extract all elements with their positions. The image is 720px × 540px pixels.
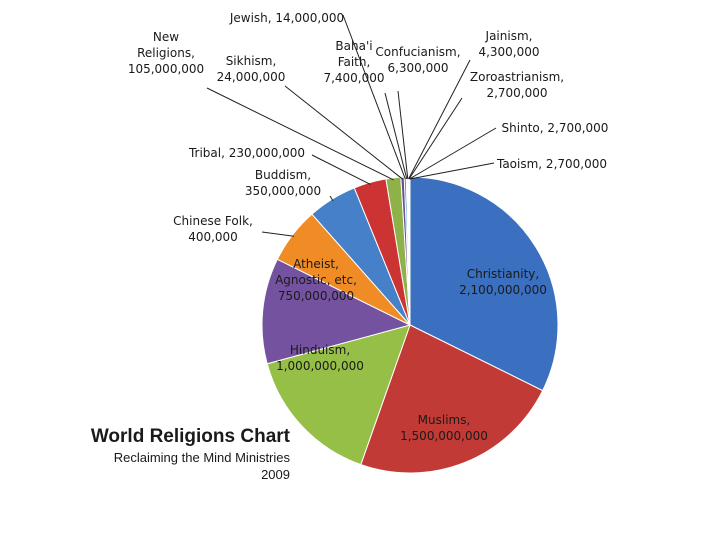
leader-lines (206, 14, 497, 237)
chart-title-block: World Religions Chart Reclaiming the Min… (91, 425, 290, 483)
slice-label-atheist-agnostic-etc: Atheist, Agnostic, etc, 750,000,000 (275, 257, 357, 303)
leader-line-buddhism (329, 195, 334, 202)
leader-line-zoroastrianism (408, 97, 463, 180)
slice-label-new-religions: New Religions, 105,000,000 (128, 30, 204, 76)
slice-label-jewish: Jewish, 14,000,000 (229, 11, 344, 25)
leader-line-baha-i-faith (384, 92, 408, 180)
pie-slice-atheist-agnostic-etc (261, 258, 412, 365)
pie-slice-christianity (409, 176, 559, 392)
chart-year: 2009 (261, 467, 290, 482)
slice-labels: Christianity, 2,100,000,000 Muslims, 1,500,… (128, 11, 609, 443)
slice-label-muslims: Muslims, 1,500,000,000 (400, 413, 488, 443)
pie-slice-muslims (360, 324, 544, 474)
pie-slice-hinduism (266, 324, 411, 466)
leader-line-jainism (408, 59, 471, 180)
leader-line-confucianism (397, 90, 409, 180)
leader-line-shinto (409, 127, 497, 180)
leader-line-new-religions (206, 87, 394, 181)
chart-subtitle: Reclaiming the Mind Ministries (113, 450, 290, 465)
slice-label-hinduism: Hinduism, 1,000,000,000 (276, 343, 364, 373)
slice-label-confucianism: Confucianism, 6,300,000 (375, 45, 460, 75)
slice-label-buddhism: Buddism, 350,000,000 (245, 168, 321, 198)
slice-label-shinto: Shinto, 2,700,000 (502, 121, 609, 135)
leader-line-tribal (311, 154, 371, 185)
leader-line-taoism (409, 162, 495, 180)
slice-label-baha-i-faith: Baha'i Faith, 7,400,000 (323, 39, 384, 85)
leader-line-sikhism (284, 85, 403, 180)
leader-line-chinese-folk (261, 231, 295, 237)
chart-title: World Religions Chart (90, 426, 290, 447)
slice-label-tribal: Tribal, 230,000,000 (188, 146, 305, 160)
slice-label-sikhism: Sikhism, 24,000,000 (217, 54, 286, 84)
slice-label-chinese-folk: Chinese Folk, 400,000 (173, 214, 253, 244)
slice-label-christianity: Christianity, 2,100,000,000 (459, 267, 547, 297)
slice-label-zoroastrianism: Zoroastrianism, 2,700,000 (470, 70, 564, 100)
slice-label-taoism: Taoism, 2,700,000 (496, 157, 607, 171)
leader-line-jewish (342, 14, 406, 180)
slice-label-jainism: Jainism, 4,300,000 (478, 29, 539, 59)
